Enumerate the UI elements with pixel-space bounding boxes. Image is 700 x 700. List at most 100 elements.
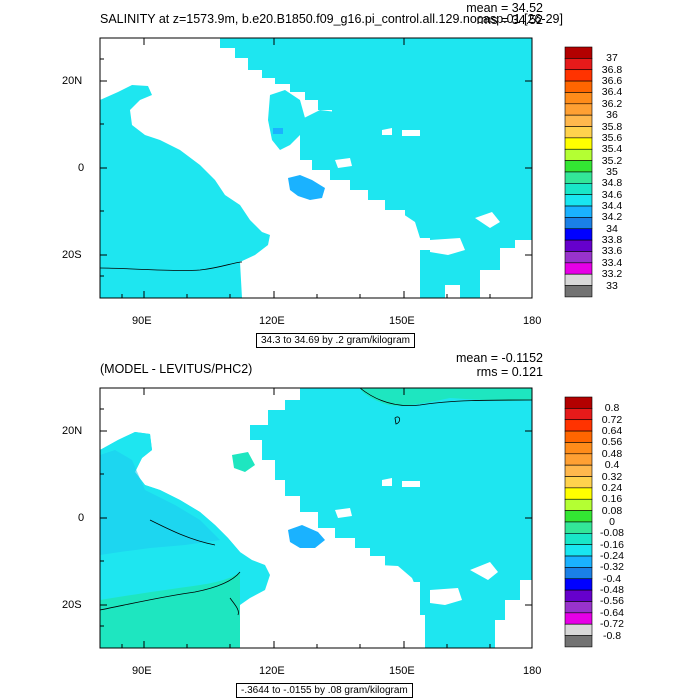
colorbar-label: 0: [609, 515, 615, 528]
panel2-xlabel-150e: 150E: [389, 665, 415, 677]
colorbar-swatch: [564, 612, 593, 625]
colorbar-label: 0.16: [601, 493, 623, 506]
colorbar-swatch: [564, 80, 593, 93]
colorbar-label: -0.08: [600, 527, 624, 540]
panel2-xlabel-120e: 120E: [259, 665, 285, 677]
colorbar-swatch: [564, 510, 593, 523]
colorbar-swatch: [564, 453, 593, 466]
panel1-ocean-west: [100, 85, 270, 275]
panel1-xlabel-180: 180: [523, 315, 542, 327]
colorbar-label: 33.8: [601, 234, 623, 247]
panel2-mean: mean = -0.1152: [456, 351, 543, 365]
panel1-deep-patch-2: [273, 128, 283, 134]
panel2-info-box: -.3644 to -.0155 by .08 gram/kilogram: [236, 683, 413, 698]
colorbar-swatch: [564, 521, 593, 534]
panel2-rms: rms = 0.121: [476, 365, 543, 379]
colorbar-label: 0.8: [604, 402, 620, 415]
colorbar-swatch: [564, 498, 593, 511]
colorbar-label: 36.6: [601, 75, 623, 88]
panel2-green-islands: [232, 452, 255, 472]
colorbar-swatch: [564, 239, 593, 252]
colorbar-swatch: [564, 194, 593, 207]
colorbar-label: 33.6: [601, 245, 623, 258]
panel2-ylabel-20n: 20N: [62, 425, 83, 437]
colorbar-label: -0.56: [600, 595, 624, 608]
colorbar-swatch: [564, 46, 593, 59]
colorbar-label: 37: [606, 52, 618, 65]
panel2-xlabel-90e: 90E: [132, 665, 152, 677]
panel1-ylabel-0: 0: [78, 162, 85, 174]
colorbar-label: 34.8: [601, 177, 623, 190]
colorbar-label: 33.2: [601, 268, 623, 281]
colorbar-label: 35: [606, 165, 618, 178]
colorbar-swatch: [564, 555, 593, 568]
colorbar-swatch: [564, 262, 593, 275]
colorbar-label: -0.64: [600, 606, 624, 619]
panel1-ylabel-20s: 20S: [62, 249, 82, 261]
colorbar-label: -0.48: [600, 584, 624, 597]
panel1-rms: rms = 34.52: [476, 13, 543, 27]
colorbar-label: 34.4: [601, 200, 623, 213]
panel2-green-south: [100, 572, 240, 648]
colorbar-swatch: [564, 623, 593, 636]
colorbar-label: 0.4: [604, 459, 620, 472]
colorbar-swatch: [564, 69, 593, 82]
panel1-ocean-northeast: [300, 90, 532, 298]
panel1-ocean-south: [100, 262, 242, 298]
panel1-xlabel-120e: 120E: [259, 315, 285, 327]
panel1-info-box: 34.3 to 34.69 by .2 gram/kilogram: [256, 333, 415, 348]
panel1-title: SALINITY at z=1573.9m, b.e20.B1850.f09_g…: [100, 12, 563, 26]
panel1-xlabel-150e: 150E: [389, 315, 415, 327]
colorbar-swatch: [564, 533, 593, 545]
colorbar-label: 0.48: [601, 447, 623, 460]
panel1-islands-ocean: [268, 90, 305, 150]
colorbar-label: -0.8: [602, 629, 622, 642]
colorbar-swatch: [564, 92, 593, 105]
colorbar-label: -0.16: [600, 538, 624, 551]
colorbar-label: 34.2: [601, 211, 623, 224]
panel2-deep-patch: [288, 525, 325, 548]
colorbar-swatch: [564, 487, 593, 500]
colorbar-swatch: [564, 578, 593, 591]
colorbar-label: 36.8: [601, 63, 623, 76]
panel1-colorbar: [564, 46, 593, 298]
colorbar-label: 0.64: [601, 425, 623, 438]
panel1-deep-patch: [288, 175, 325, 200]
colorbar-swatch: [564, 58, 593, 71]
panel2-ylabel-0: 0: [78, 512, 85, 524]
colorbar-swatch: [564, 396, 593, 409]
colorbar-swatch: [564, 148, 593, 161]
colorbar-label: 33.4: [601, 256, 623, 269]
panel1-mean: mean = 34.52: [466, 1, 543, 15]
colorbar-label: 34: [606, 222, 618, 235]
colorbar-label: 33: [606, 279, 618, 292]
colorbar-label: 0.56: [601, 436, 623, 449]
colorbar-label: 34.6: [601, 188, 623, 201]
colorbar-label: -0.4: [602, 572, 622, 585]
colorbar-label: -0.72: [600, 618, 624, 631]
colorbar-label: 0.24: [601, 481, 623, 494]
colorbar-swatch: [564, 217, 593, 230]
colorbar-swatch: [564, 114, 593, 127]
panel1-ylabel-20n: 20N: [62, 75, 83, 87]
colorbar-label: 35.6: [601, 131, 623, 144]
colorbar-swatch: [564, 160, 593, 173]
colorbar-swatch: [564, 601, 593, 614]
panel2-green-northeast: [360, 388, 532, 406]
panel2-xlabel-180: 180: [523, 665, 542, 677]
colorbar-label: 0.08: [601, 504, 623, 517]
colorbar-label: -0.32: [600, 561, 624, 574]
panel2-title: (MODEL - LEVITUS/PHC2): [100, 362, 253, 376]
colorbar-swatch: [564, 464, 593, 477]
colorbar-label: 35.4: [601, 143, 623, 156]
colorbar-label: 36: [606, 109, 618, 122]
panel2-map: [99, 387, 533, 649]
colorbar-swatch: [564, 103, 593, 116]
panel2-colorbar: [564, 396, 593, 648]
colorbar-swatch: [564, 273, 593, 286]
panel2-ocean-east: [250, 388, 532, 648]
colorbar-label: -0.24: [600, 550, 624, 563]
colorbar-swatch: [564, 205, 593, 218]
colorbar-swatch: [564, 126, 593, 139]
